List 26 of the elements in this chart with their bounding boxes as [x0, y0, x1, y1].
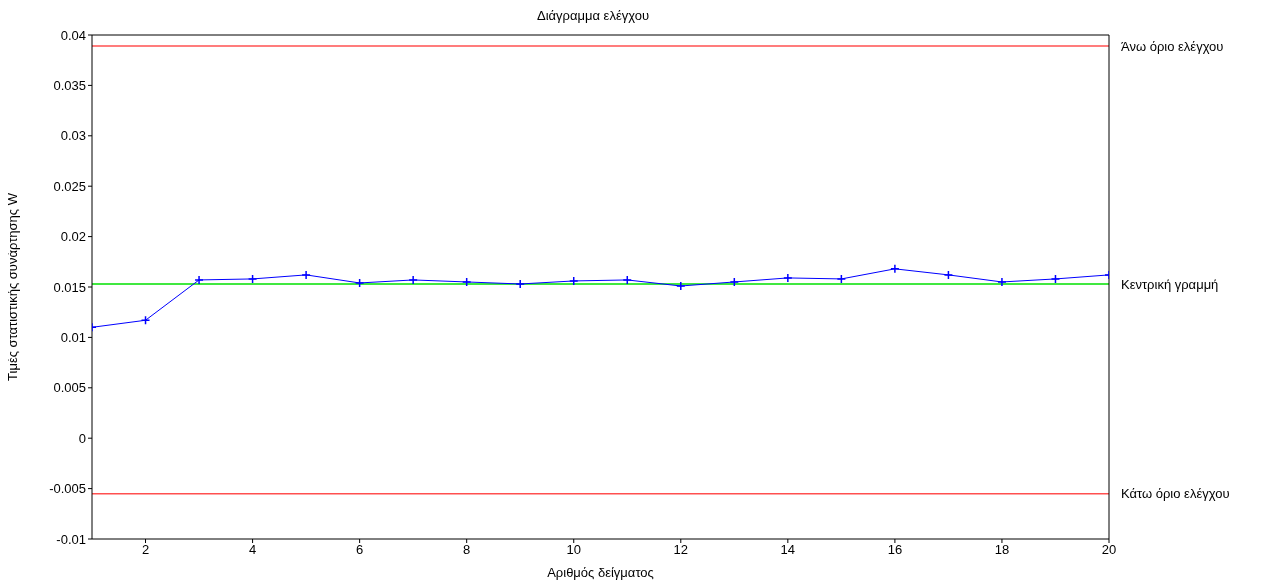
x-tick-label: 12	[673, 542, 689, 558]
x-tick-label: 6	[356, 542, 364, 558]
ref-line-label: Κεντρική γραμμή	[1121, 276, 1219, 292]
ref-line-label: Άνω όριο ελέγχου	[1121, 38, 1224, 54]
x-tick-label: 2	[141, 542, 150, 558]
x-tick-label: 16	[887, 542, 903, 558]
x-tick-label: 8	[463, 542, 471, 558]
ref-line-label: Κάτω όριο ελέγχου	[1121, 486, 1230, 502]
chart-title: Διάγραμμα ελέγχου	[536, 8, 650, 25]
x-tick-label: 18	[994, 542, 1010, 558]
x-tick-label: 10	[566, 542, 581, 558]
y-tick-label: 0.025	[53, 178, 86, 194]
y-tick-label: 0.035	[53, 78, 86, 94]
y-tick-label: 0.005	[53, 380, 86, 396]
y-tick-label: 0.02	[60, 229, 86, 245]
y-tick-label: -0.01	[56, 531, 86, 547]
y-tick-label: 0	[78, 430, 86, 446]
y-tick-label: 0.04	[60, 27, 86, 43]
y-tick-label: 0.015	[53, 279, 86, 295]
x-axis-title: Αριθμός δείγματος	[547, 565, 654, 580]
x-tick-label: 4	[248, 542, 257, 558]
y-tick-label: 0.01	[60, 330, 86, 346]
y-tick-label: 0.03	[60, 128, 86, 144]
x-tick-label: 20	[1101, 542, 1117, 558]
y-tick-label: -0.005	[49, 481, 86, 497]
x-tick-label: 14	[780, 542, 796, 558]
